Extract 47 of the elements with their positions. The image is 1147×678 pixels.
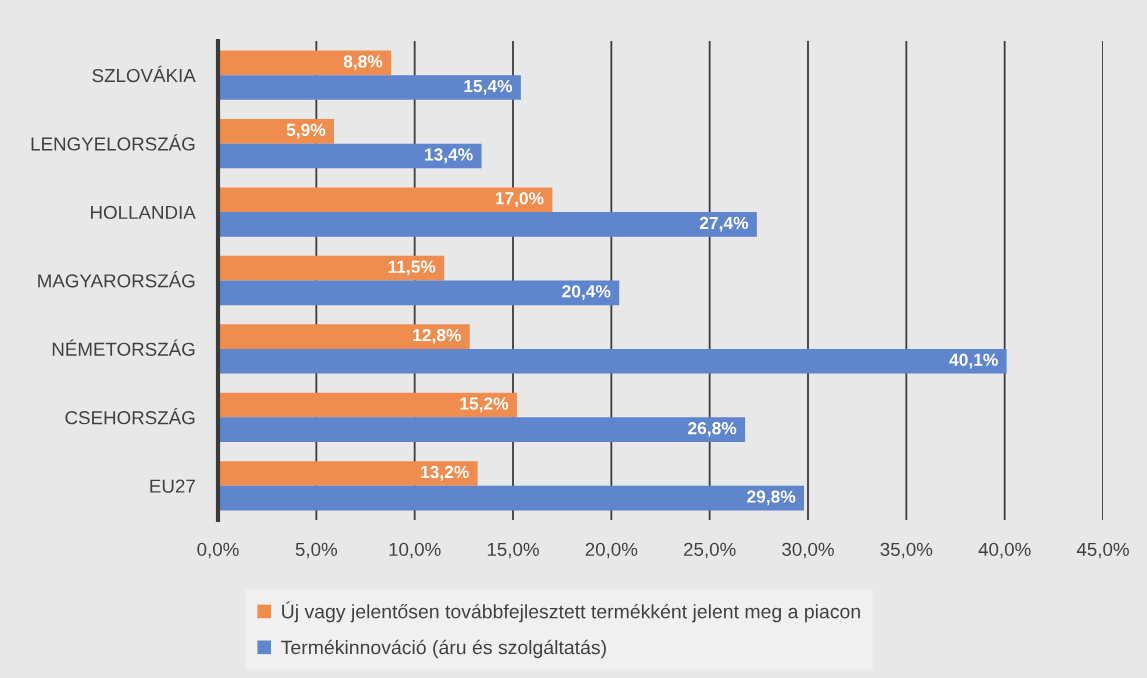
legend-label: Új vagy jelentősen továbbfejlesztett termékként jelent meg a piacon (282, 601, 860, 623)
x-tick-label: 0,0% (197, 542, 239, 559)
bar (218, 119, 335, 144)
y-tick-label: HOLLANDIA (91, 205, 196, 220)
data-label: 13,2% (421, 465, 469, 481)
bar (218, 50, 392, 76)
data-label: 29,8% (747, 490, 796, 506)
x-tick-label: 15,0% (487, 542, 539, 559)
data-label: 15,4% (464, 79, 513, 95)
bar (218, 461, 478, 486)
data-label: 20,4% (562, 285, 611, 300)
legend-label: Termékinnováció (áru és szolgáltatás) (281, 639, 606, 659)
bar (218, 485, 805, 511)
bar (218, 187, 553, 213)
y-tick-label: CSEHORSZÁG (65, 407, 195, 425)
data-label: 40,1% (949, 353, 998, 369)
data-label: 15,2% (460, 397, 509, 413)
x-tick-label: 5,0% (295, 542, 338, 559)
data-label: 12,8% (413, 328, 461, 344)
data-label: 5,9% (286, 123, 326, 139)
bar (218, 75, 521, 100)
bar (218, 280, 620, 306)
x-tick-label: 35,0% (880, 542, 933, 559)
x-tick-label: 40,0% (978, 542, 1031, 559)
bar (218, 255, 445, 281)
data-label: 11,5% (388, 260, 436, 276)
y-tick-label: EU27 (150, 479, 195, 493)
y-tick-label: LENGYELORSZÁG (31, 134, 195, 151)
bar (218, 392, 517, 418)
bar (218, 348, 1007, 374)
x-tick-label: 30,0% (782, 542, 834, 559)
x-tick-label: 25,0% (684, 542, 736, 559)
x-tick-label: 20,0% (585, 542, 638, 559)
x-tick-label: 10,0% (389, 542, 441, 559)
data-label: 13,4% (425, 148, 473, 164)
bar (218, 324, 470, 349)
data-label: 27,4% (699, 216, 749, 232)
data-label: 8,8% (343, 55, 383, 71)
bar (218, 143, 482, 169)
bar (218, 212, 757, 237)
y-tick-label: SZLOVÁKIA (92, 65, 196, 83)
x-tick-label: 45,0% (1076, 542, 1129, 559)
data-label: 17,0% (495, 192, 544, 207)
y-tick-label: MAGYARORSZÁG (38, 271, 195, 288)
data-label: 26,8% (688, 422, 737, 437)
bar (218, 417, 746, 442)
y-tick-label: NÉMETORSZÁG (52, 339, 195, 356)
